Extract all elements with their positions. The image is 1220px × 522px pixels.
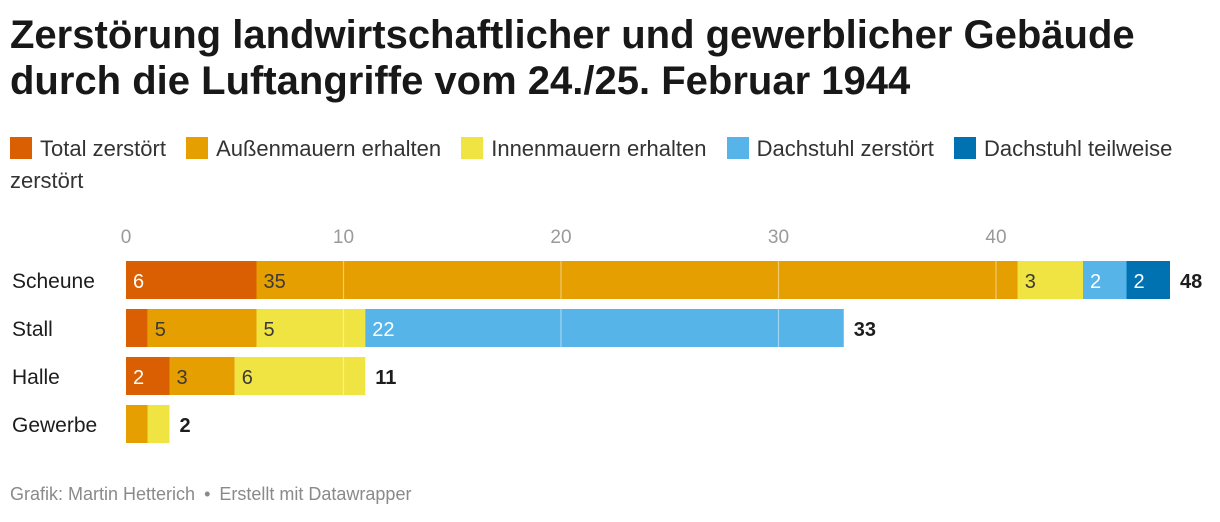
- legend-label: Total zerstört: [40, 136, 166, 161]
- legend-label: Außenmauern erhalten: [216, 136, 442, 161]
- data-label: 3: [1025, 271, 1036, 293]
- total-label: 2: [180, 415, 191, 437]
- x-tick-label: 0: [121, 227, 132, 248]
- legend: Total zerstört Außenmauern erhalten Inne…: [10, 133, 1210, 197]
- bar-segment: [147, 405, 170, 443]
- data-label: 2: [1134, 271, 1145, 293]
- bar-segment: [126, 261, 257, 299]
- footer-tool: Erstellt mit Datawrapper: [219, 484, 412, 504]
- legend-swatch: [186, 137, 209, 159]
- bar-segment: [1017, 261, 1083, 299]
- data-label: 2: [133, 367, 144, 389]
- legend-label: Dachstuhl teilweise zerstört: [10, 136, 1173, 193]
- footer-separator: •: [204, 484, 211, 504]
- x-tick-label: 10: [333, 227, 354, 248]
- legend-swatch: [461, 137, 484, 159]
- category-label: Stall: [12, 318, 53, 341]
- data-label: 2: [1090, 271, 1101, 293]
- bar-segment: [147, 309, 257, 347]
- bar-segment: [126, 309, 148, 347]
- data-label: 5: [264, 319, 275, 341]
- data-label: 6: [242, 367, 253, 389]
- bar-segment: [126, 357, 170, 395]
- x-tick-label: 30: [768, 227, 789, 248]
- footer-credit: Grafik: Martin Hetterich: [10, 484, 196, 504]
- x-tick-label: 40: [985, 227, 1006, 248]
- bar-segment: [256, 261, 1018, 299]
- bar-segment: [126, 405, 148, 443]
- total-label: 11: [375, 367, 396, 389]
- data-label: 3: [177, 367, 188, 389]
- bar-segment: [256, 309, 366, 347]
- category-label: Gewerbe: [12, 414, 97, 437]
- data-label: 22: [372, 319, 394, 341]
- data-label: 6: [133, 271, 144, 293]
- legend-item-dachstuhl-zerstoert: Dachstuhl zerstört: [726, 136, 934, 161]
- footer: Grafik: Martin Hetterich • Erstellt mit …: [10, 484, 411, 505]
- legend-item-dachstuhl-teilweise: Dachstuhl teilweise zerstört: [10, 136, 1172, 193]
- bar-segment: [365, 309, 844, 347]
- total-label: 33: [854, 319, 876, 341]
- total-label: 48: [1180, 271, 1202, 293]
- chart-title: Zerstörung landwirtschaftlicher und gewe…: [10, 13, 1135, 103]
- bar-segment: [1126, 261, 1170, 299]
- legend-swatch: [726, 137, 749, 159]
- legend-label: Dachstuhl zerstört: [756, 136, 934, 161]
- bar-segment: [169, 357, 235, 395]
- bar-segment: [234, 357, 366, 395]
- legend-label: Innenmauern erhalten: [491, 136, 707, 161]
- legend-swatch: [10, 137, 32, 159]
- legend-item-innenmauern: Innenmauern erhalten: [461, 136, 706, 161]
- legend-item-total-zerstoert: Total zerstört: [10, 136, 166, 161]
- category-label: Halle: [12, 366, 60, 389]
- data-label: 5: [155, 319, 166, 341]
- data-label: 35: [264, 271, 286, 293]
- legend-swatch: [954, 137, 977, 159]
- category-label: Scheune: [12, 270, 95, 293]
- legend-item-aussenmauern: Außenmauern erhalten: [186, 136, 441, 161]
- bar-segment: [1083, 261, 1127, 299]
- x-tick-label: 20: [550, 227, 571, 248]
